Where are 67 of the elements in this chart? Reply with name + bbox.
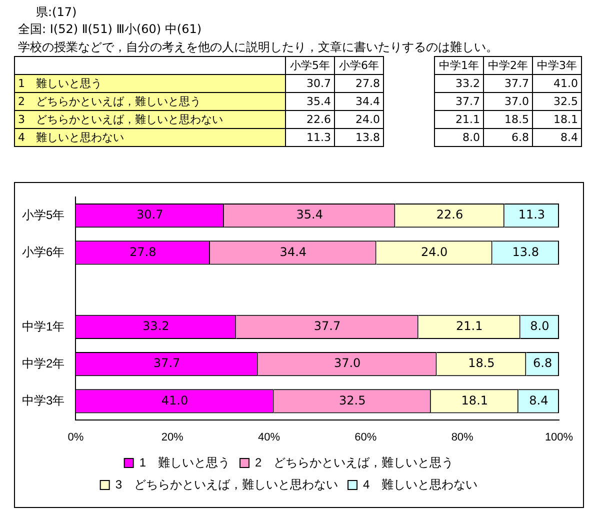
x-tick-label: 20%: [161, 431, 184, 444]
text: 24.0: [356, 113, 380, 126]
text: 30.7: [306, 77, 331, 90]
text: 22.6: [306, 113, 331, 126]
y-tick-label: 中学3年: [22, 394, 65, 408]
legend-label: 1 難しいと思う: [139, 455, 230, 470]
data-label: 32.5: [339, 393, 366, 408]
text: 全国: Ⅰ(52) Ⅱ(51) Ⅲ小(60) 中(61): [18, 21, 203, 38]
chart-title: 学校の授業などで，自分の考えを他の人に説明したり，文章に書いたりするのは難しい。: [17, 39, 499, 56]
data-label: 34.4: [280, 244, 307, 259]
text: 34.4: [356, 95, 380, 108]
data-label: 27.8: [129, 244, 156, 259]
y-tick-label: 小学5年: [22, 208, 65, 222]
text: 18.1: [554, 113, 578, 126]
text: 4 難しいと思わない: [18, 131, 124, 144]
data-label: 37.7: [314, 319, 341, 334]
x-tick-label: 40%: [258, 431, 280, 444]
legend-label: 2 どちらかといえば，難しいと思う: [255, 455, 454, 470]
y-tick-label: 小学6年: [22, 245, 65, 260]
text: 41.0: [554, 77, 578, 90]
data-label: 22.6: [436, 208, 464, 222]
data-label: 18.1: [461, 393, 488, 408]
text: 37.0: [504, 95, 529, 108]
data-label: 8.4: [529, 393, 548, 408]
x-tick-label: 100%: [544, 431, 574, 444]
legend-label: 3 どちらかといえば，難しいと思わない: [115, 477, 338, 492]
category-label: 小学6年: [339, 59, 379, 72]
text: 13.8: [356, 131, 380, 144]
data-label: 33.2: [142, 319, 170, 334]
data-label: 8.0: [530, 319, 550, 334]
text: 県:(17): [35, 4, 78, 21]
y-tick-label: 中学2年: [22, 356, 65, 370]
data-label: 11.3: [518, 208, 546, 222]
data-label: 21.1: [456, 319, 483, 334]
text: 3 どちらかといえば，難しいと思わない: [18, 113, 223, 126]
data-label: 6.8: [533, 356, 552, 370]
x-tick-label: 0%: [68, 431, 84, 444]
data-label: 13.8: [512, 244, 540, 259]
text: 8.0: [462, 131, 480, 144]
text: 18.5: [504, 113, 529, 126]
text: 37.7: [504, 77, 529, 90]
legend-label: 4 難しいと思わない: [363, 477, 478, 492]
text: 33.2: [456, 77, 480, 90]
category-label: 中学1年: [439, 59, 479, 72]
text: 2 どちらかといえば，難しいと思う: [18, 95, 201, 108]
text: 37.7: [456, 95, 480, 108]
data-label: 35.4: [296, 208, 323, 222]
data-label: 37.0: [334, 356, 361, 370]
data-label: 41.0: [161, 393, 188, 408]
text: 35.4: [306, 95, 331, 108]
text: 27.8: [356, 77, 380, 90]
x-tick-label: 60%: [354, 431, 377, 444]
text: 1 難しいと思う: [18, 77, 102, 90]
text: 32.5: [554, 95, 578, 108]
category-label: 小学5年: [290, 59, 330, 72]
data-label: 37.7: [153, 356, 180, 370]
category-label: 中学3年: [537, 59, 577, 72]
text: 6.8: [512, 131, 529, 144]
text: 11.3: [306, 131, 331, 144]
text: 8.4: [560, 131, 578, 144]
data-label: 18.5: [468, 356, 495, 370]
text: 21.1: [456, 113, 480, 126]
data-label: 30.7: [136, 208, 164, 222]
y-tick-label: 中学1年: [22, 319, 65, 334]
x-tick-label: 80%: [451, 431, 474, 444]
category-label: 中学2年: [488, 59, 528, 72]
data-label: 24.0: [420, 244, 448, 259]
